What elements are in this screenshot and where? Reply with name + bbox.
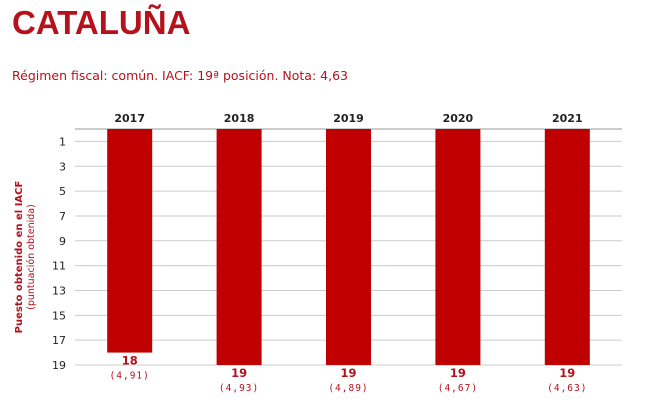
x-tick-label: 2017	[114, 112, 145, 125]
bar	[326, 129, 371, 365]
score-label: (4,93)	[219, 383, 259, 394]
bar	[435, 129, 481, 365]
y-tick-label: 5	[59, 185, 66, 198]
bar	[107, 129, 153, 353]
data-label: 19	[450, 366, 466, 380]
data-label: 18	[122, 354, 138, 368]
bar	[216, 129, 262, 365]
score-label: (4,89)	[328, 383, 368, 394]
y-tick-label: 1	[59, 135, 66, 148]
y-tick-label: 9	[59, 235, 66, 248]
score-label: (4,63)	[547, 383, 587, 394]
page-title: CATALUÑA	[12, 4, 191, 41]
x-tick-label: 2020	[443, 112, 474, 125]
y-tick-label: 17	[52, 334, 66, 347]
bar	[544, 129, 590, 365]
y-tick-label: 13	[52, 284, 66, 297]
x-tick-label: 2021	[552, 112, 583, 125]
y-tick-label: 3	[59, 160, 66, 173]
chart-subtitle: Régimen fiscal: común. IACF: 19ª posició…	[12, 68, 348, 83]
score-label: (4,67)	[438, 383, 478, 394]
data-label: 19	[231, 366, 247, 380]
y-tick-label: 19	[52, 359, 66, 372]
data-label: 19	[340, 366, 356, 380]
y-tick-label: 7	[59, 210, 66, 223]
data-label: 19	[559, 366, 575, 380]
y-tick-label: 11	[52, 260, 66, 273]
y-tick-label: 15	[52, 309, 66, 322]
x-tick-label: 2019	[333, 112, 364, 125]
score-label: (4,91)	[110, 371, 150, 382]
x-tick-label: 2018	[224, 112, 255, 125]
